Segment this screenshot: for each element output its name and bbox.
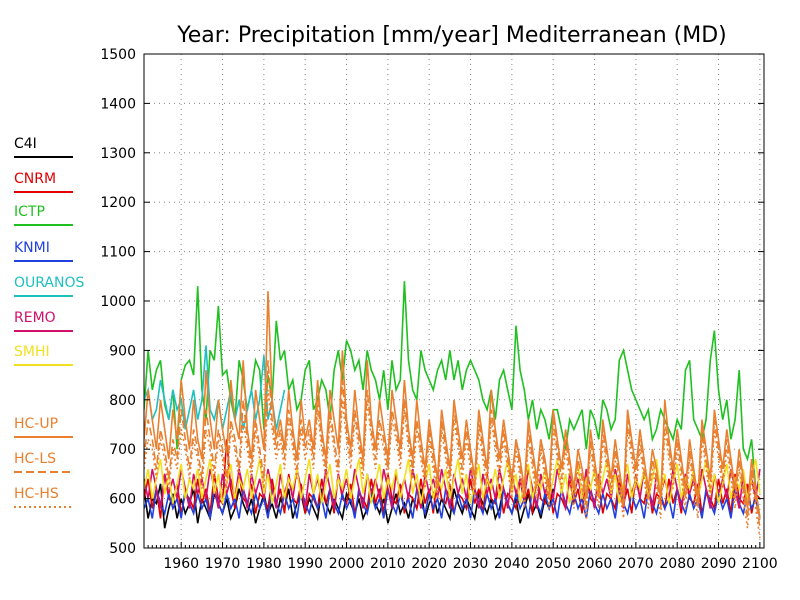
y-tick-label: 1100	[100, 245, 136, 261]
legend-label-hc-up: HC-UP	[14, 416, 58, 432]
legend-label-hc-hs: HC-HS	[14, 486, 59, 502]
x-tick-label: 2010	[370, 556, 406, 572]
y-tick-label: 600	[109, 492, 136, 508]
y-tick-label: 500	[109, 541, 136, 557]
legend-label-smhi: SMHI	[14, 344, 50, 360]
y-tick-label: 1000	[100, 294, 136, 310]
legend-label-ictp: ICTP	[14, 204, 45, 220]
x-tick-label: 1990	[287, 556, 323, 572]
x-tick-label: 2040	[494, 556, 530, 572]
x-tick-label: 2030	[453, 556, 489, 572]
y-tick-label: 700	[109, 442, 136, 458]
x-tick-label: 2080	[659, 556, 695, 572]
legend-label-cnrm: CNRM	[14, 171, 56, 187]
x-tick-label: 2060	[577, 556, 613, 572]
legend: C4I CNRM ICTP KNMI OURANOS REMO SMHI HC-UP HC-LS…	[14, 136, 84, 508]
series-lines	[144, 281, 761, 539]
x-tick-label: 1970	[205, 556, 241, 572]
legend-label-remo: REMO	[14, 310, 56, 326]
y-tick-label: 1500	[100, 47, 136, 63]
x-tick-label: 1980	[246, 556, 282, 572]
x-tick-label: 1960	[163, 556, 199, 572]
y-axis-ticks: 500 600 700 800 900 1000 1100 1200 1300 1400 1500	[100, 47, 764, 557]
legend-label-ouranos: OURANOS	[14, 275, 84, 291]
x-tick-label: 2070	[618, 556, 654, 572]
legend-label-hc-ls: HC-LS	[14, 451, 56, 467]
x-tick-label: 2050	[535, 556, 571, 572]
legend-label-knmi: KNMI	[14, 240, 50, 256]
x-tick-label: 2020	[411, 556, 447, 572]
y-tick-label: 900	[109, 343, 136, 359]
y-tick-label: 1400	[100, 96, 136, 112]
y-tick-label: 1300	[100, 146, 136, 162]
x-tick-label: 2000	[329, 556, 365, 572]
legend-label-c4i: C4I	[14, 136, 37, 152]
x-axis-ticks: 1960 1970 1980 1990 2000 2010 2020 2030 2040 2050…	[143, 542, 778, 572]
series-line-knmi	[144, 488, 761, 519]
series-line-hc-hs	[144, 389, 761, 539]
y-tick-label: 1200	[100, 195, 136, 211]
chart-title: Year: Precipitation [mm/year] Mediterran…	[176, 23, 727, 48]
y-tick-label: 800	[109, 393, 136, 409]
x-tick-label: 2100	[742, 556, 778, 572]
x-tick-label: 2090	[701, 556, 737, 572]
series-line-smhi	[144, 458, 761, 504]
series-line-ouranos	[144, 345, 286, 430]
